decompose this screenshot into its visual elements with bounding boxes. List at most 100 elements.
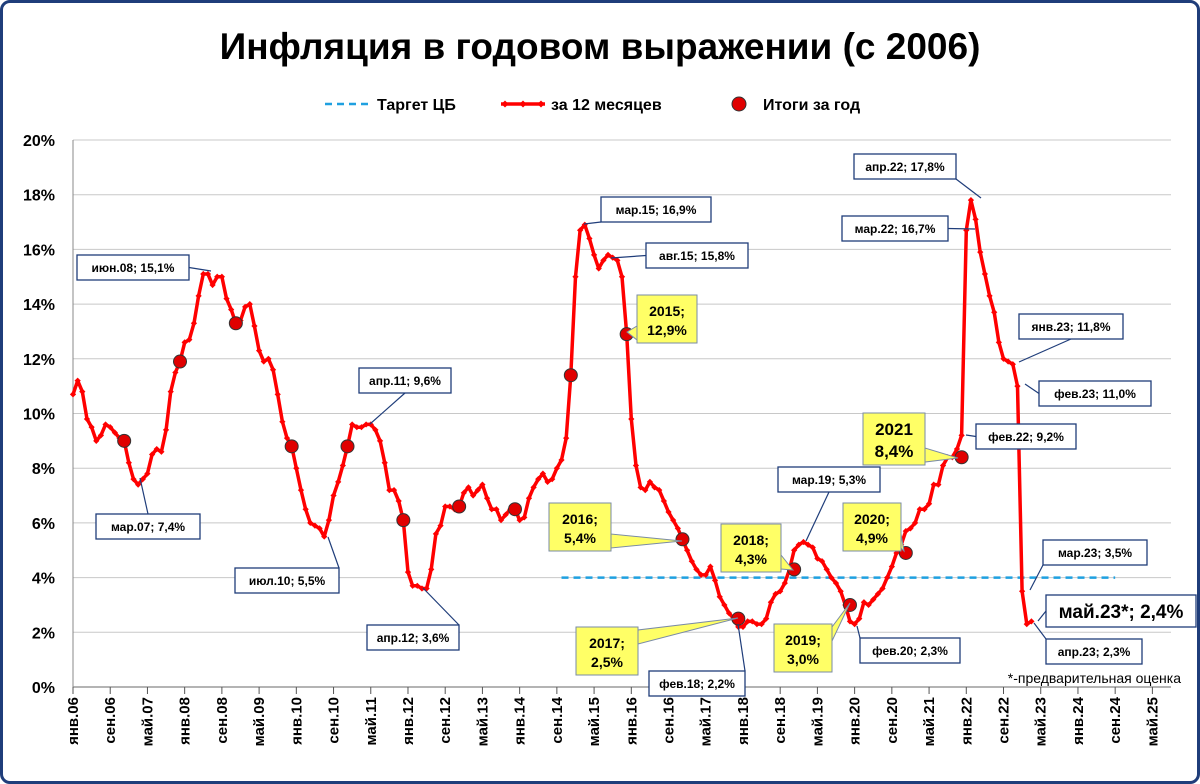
y-tick-label: 2% <box>32 625 55 642</box>
callout-box <box>1042 539 1148 566</box>
series-point <box>739 623 747 630</box>
callout-leader <box>965 434 977 438</box>
series-point <box>707 563 714 570</box>
annual-point <box>452 499 467 514</box>
legend-label-target: Таргет ЦБ <box>377 97 456 114</box>
y-tick-label: 14% <box>23 297 55 314</box>
series-point <box>339 462 346 469</box>
series-point <box>470 492 477 499</box>
series-point <box>488 506 495 513</box>
callout-box <box>853 153 957 180</box>
callout-box-yellow <box>636 294 698 344</box>
callout-box <box>358 367 452 394</box>
series-point <box>888 563 895 570</box>
series-point <box>725 610 733 617</box>
callout-box-yellow <box>575 626 639 676</box>
series-point <box>386 486 393 494</box>
series-point <box>642 486 649 494</box>
series-point <box>832 579 840 587</box>
series-point <box>697 571 705 578</box>
series-point <box>558 456 565 464</box>
series-point <box>907 525 914 532</box>
callout-leader <box>955 178 982 199</box>
callout-box-yellow <box>548 502 612 552</box>
series-point <box>721 601 728 609</box>
annual-points <box>117 316 969 626</box>
series-point <box>242 303 249 310</box>
series-point <box>432 530 440 537</box>
x-tick-label: янв.06 <box>65 697 82 745</box>
y-tick-label: 6% <box>32 516 55 533</box>
x-tick-label: сен.14 <box>549 696 566 743</box>
series-point <box>228 306 235 313</box>
callout-wedge <box>637 617 739 645</box>
callout-box <box>95 513 201 540</box>
series-point <box>214 273 221 280</box>
callout-box <box>600 196 712 223</box>
series-point <box>804 541 812 548</box>
series-point <box>902 527 909 535</box>
callout-yellow-label: 2017; <box>589 635 625 651</box>
annual-point <box>117 433 132 448</box>
series-point <box>218 273 225 280</box>
series-point <box>767 599 774 606</box>
callout-yellow-label: 2021 <box>875 420 913 439</box>
callout-box <box>1018 313 1124 340</box>
callout-label: апр.22; 17,8% <box>865 160 945 174</box>
x-tick-label: сен.08 <box>214 697 231 744</box>
callout-label: апр.12; 3,6% <box>377 631 450 645</box>
series-point <box>223 295 230 302</box>
y-tick-label: 18% <box>23 188 55 205</box>
series-point <box>376 437 384 444</box>
series-point <box>688 558 695 565</box>
series-point <box>809 544 816 551</box>
callout-box <box>1045 638 1143 665</box>
callout-box <box>841 215 949 242</box>
series-point <box>1009 361 1016 368</box>
series-point <box>307 519 314 527</box>
y-tick-label: 16% <box>23 242 55 259</box>
x-tick-label: сен.18 <box>772 697 789 744</box>
series-point <box>521 514 528 521</box>
series-point <box>763 615 770 622</box>
callout-leader <box>737 623 746 672</box>
y-tick-label: 8% <box>32 461 55 478</box>
callout-leader <box>1029 564 1044 591</box>
x-tick-label: янв.24 <box>1070 696 1087 745</box>
series-point <box>935 481 942 488</box>
callout-box <box>777 466 881 493</box>
chart-title: Инфляция в годовом выражении (с 2006) <box>220 26 981 67</box>
series-point <box>749 618 756 625</box>
callout-label: авг.15; 15,8% <box>659 249 735 263</box>
series-point <box>939 462 947 469</box>
x-tick-label: сен.12 <box>437 697 454 744</box>
callout-yellow-label: 3,0% <box>787 651 819 667</box>
x-tick-label: май.17 <box>698 697 715 746</box>
series-point <box>358 424 365 431</box>
series-point <box>874 590 882 598</box>
series-point <box>991 309 998 316</box>
series-point <box>674 525 681 532</box>
callout-label: фев.22; 9,2% <box>988 430 1064 444</box>
legend-label-annual: Итоги за год <box>763 97 860 114</box>
series-point <box>209 281 216 289</box>
callout-leader <box>139 477 149 515</box>
callout-yellow-label: 2019; <box>785 632 821 648</box>
legend-swatch-diamond <box>537 100 545 108</box>
callouts: мар.07; 7,4% июн.08; 15,1% июл.10; 5,5% апр… <box>76 153 1197 697</box>
series-point <box>465 484 472 491</box>
y-tick-label: 12% <box>23 352 55 369</box>
series-point <box>818 558 826 565</box>
series-point <box>279 418 286 425</box>
x-tick-label: май.15 <box>586 697 603 746</box>
series-point <box>274 391 281 398</box>
series-point <box>670 517 677 524</box>
series-point <box>260 358 267 365</box>
annual-point <box>284 439 299 454</box>
footnote: *-предварительная оценка <box>1008 670 1181 686</box>
series-point <box>930 481 937 488</box>
x-tick-label: янв.14 <box>512 696 529 745</box>
callout-label: янв.23; 11,8% <box>1031 320 1110 334</box>
series-point <box>381 459 388 466</box>
callout-label: мар.23; 3,5% <box>1058 546 1132 560</box>
